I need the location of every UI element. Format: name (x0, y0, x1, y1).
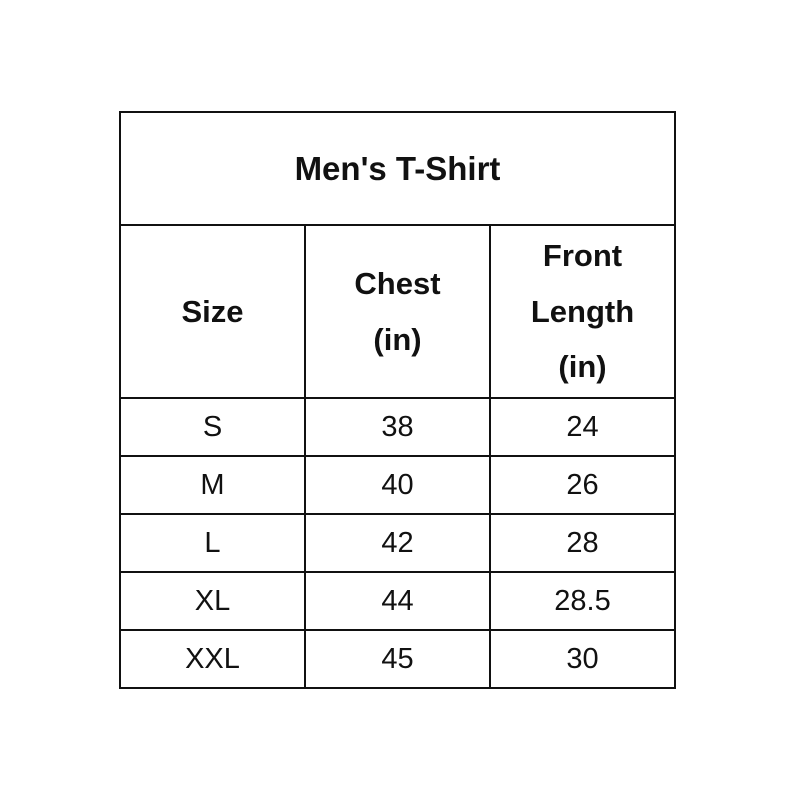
header-row: Size Chest (in) Front Length (in) (119, 224, 676, 399)
size-cell: XL (119, 571, 306, 631)
chest-cell: 40 (304, 455, 491, 515)
table-row: L 42 28 (119, 513, 676, 573)
length-cell: 30 (489, 629, 676, 689)
size-cell: XXL (119, 629, 306, 689)
size-cell: L (119, 513, 306, 573)
length-cell: 26 (489, 455, 676, 515)
chest-cell: 38 (304, 397, 491, 457)
size-cell: S (119, 397, 306, 457)
header-front-length: Front Length (in) (489, 224, 676, 399)
size-chart-table: Men's T-Shirt Size Chest (in) Front Length… (119, 111, 676, 689)
table-title: Men's T-Shirt (119, 111, 676, 226)
table-row: S 38 24 (119, 397, 676, 457)
header-size: Size (119, 224, 306, 399)
length-cell: 28 (489, 513, 676, 573)
size-cell: M (119, 455, 306, 515)
chest-cell: 44 (304, 571, 491, 631)
chest-cell: 45 (304, 629, 491, 689)
length-cell: 24 (489, 397, 676, 457)
table-row: XL 44 28.5 (119, 571, 676, 631)
header-chest: Chest (in) (304, 224, 491, 399)
table-row: XXL 45 30 (119, 629, 676, 689)
length-cell: 28.5 (489, 571, 676, 631)
chest-cell: 42 (304, 513, 491, 573)
table-row: M 40 26 (119, 455, 676, 515)
